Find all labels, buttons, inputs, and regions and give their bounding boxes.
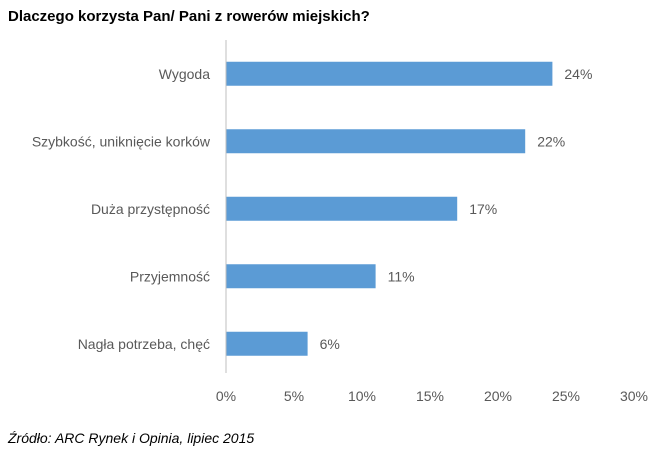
- bar: [226, 331, 308, 356]
- bar: [226, 129, 526, 154]
- x-tick-label: 10%: [348, 388, 376, 404]
- category-label: Duża przystępność: [91, 201, 210, 217]
- data-label: 6%: [320, 336, 340, 352]
- data-label: 11%: [388, 268, 415, 284]
- x-tick-label: 30%: [620, 388, 648, 404]
- data-label: 17%: [469, 201, 497, 217]
- x-tick-label: 25%: [552, 388, 580, 404]
- data-label: 22%: [537, 133, 565, 149]
- category-label: Nagła potrzeba, chęć: [78, 336, 210, 352]
- bar: [226, 61, 553, 86]
- bar: [226, 264, 376, 289]
- category-label: Szybkość, uniknięcie korków: [32, 133, 211, 149]
- chart-title: Dlaczego korzysta Pan/ Pani z rowerów mi…: [8, 8, 370, 25]
- category-label: Wygoda: [159, 66, 210, 82]
- category-label: Przyjemność: [130, 268, 210, 284]
- x-tick-label: 5%: [284, 388, 304, 404]
- x-tick-label: 0%: [216, 388, 236, 404]
- source-note: Źródło: ARC Rynek i Opinia, lipiec 2015: [8, 430, 255, 446]
- data-label: 24%: [564, 66, 592, 82]
- x-tick-label: 15%: [416, 388, 444, 404]
- bar: [226, 196, 458, 221]
- x-tick-label: 20%: [484, 388, 512, 404]
